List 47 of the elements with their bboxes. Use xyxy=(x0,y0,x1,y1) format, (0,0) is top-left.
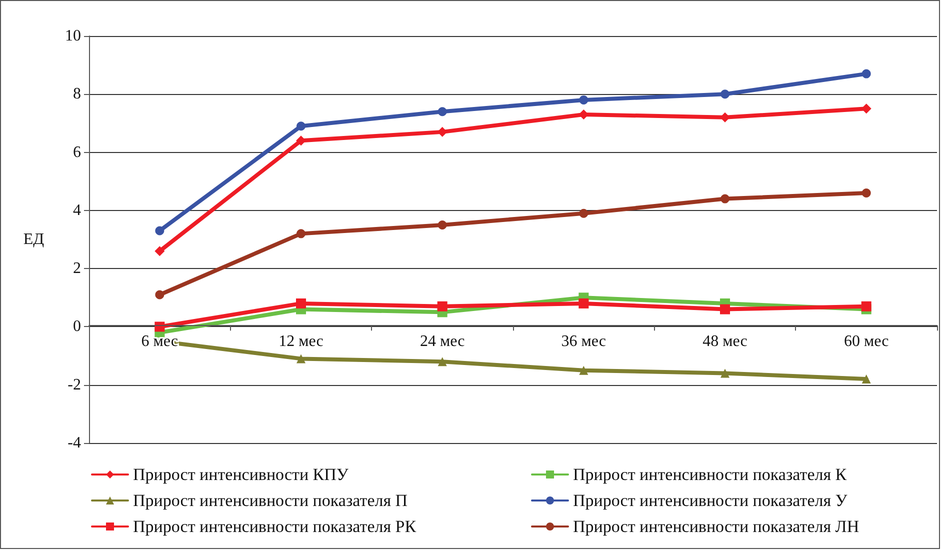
point xyxy=(579,208,588,218)
point xyxy=(296,122,306,131)
y-tick-label: 10 xyxy=(65,28,81,44)
legend-label: Прирост интенсивности показателя РК xyxy=(133,517,417,536)
point xyxy=(579,95,588,104)
point xyxy=(861,301,872,312)
point xyxy=(296,354,306,364)
point xyxy=(155,226,164,236)
legend-label: Прирост интенсивности показателя ЛН xyxy=(573,517,860,536)
point xyxy=(437,126,448,137)
point xyxy=(862,374,871,384)
point xyxy=(720,368,730,378)
y-tick-label: 0 xyxy=(73,318,81,336)
y-tick-label: -2 xyxy=(68,376,81,394)
point xyxy=(438,357,447,366)
point xyxy=(155,290,164,300)
point xyxy=(154,246,165,256)
y-tick-label: 6 xyxy=(73,144,81,161)
y-tick-label: 4 xyxy=(73,202,81,219)
y-axis-title: ЕД xyxy=(23,231,44,248)
point xyxy=(154,322,165,332)
point xyxy=(437,301,448,312)
point xyxy=(862,69,871,78)
point xyxy=(296,136,306,146)
x-tick-label: 12 мес xyxy=(278,333,324,350)
point xyxy=(720,90,730,99)
y-tick-label: 8 xyxy=(73,86,81,103)
point xyxy=(720,194,730,204)
point xyxy=(296,298,306,308)
y-tick-label: -4 xyxy=(68,434,81,452)
legend-label: Прирост интенсивности показателя К xyxy=(573,465,848,484)
legend-label: Прирост интенсивности КПУ xyxy=(133,465,350,484)
point xyxy=(578,298,589,308)
point xyxy=(438,220,447,230)
legend-label: Прирост интенсивности показателя У xyxy=(573,491,848,510)
x-tick-label: 36 мес xyxy=(561,333,606,350)
x-tick-label: 60 мес xyxy=(844,333,889,350)
y-tick-label: 2 xyxy=(73,260,81,278)
point xyxy=(862,188,871,198)
point xyxy=(720,304,730,314)
x-tick-label: 24 мес xyxy=(420,333,465,350)
point xyxy=(720,112,730,122)
point xyxy=(579,366,588,375)
point xyxy=(438,107,447,116)
x-tick-label: 48 мес xyxy=(702,333,748,350)
legend-label: Прирост интенсивности показателя П xyxy=(133,491,408,510)
point xyxy=(296,229,306,238)
